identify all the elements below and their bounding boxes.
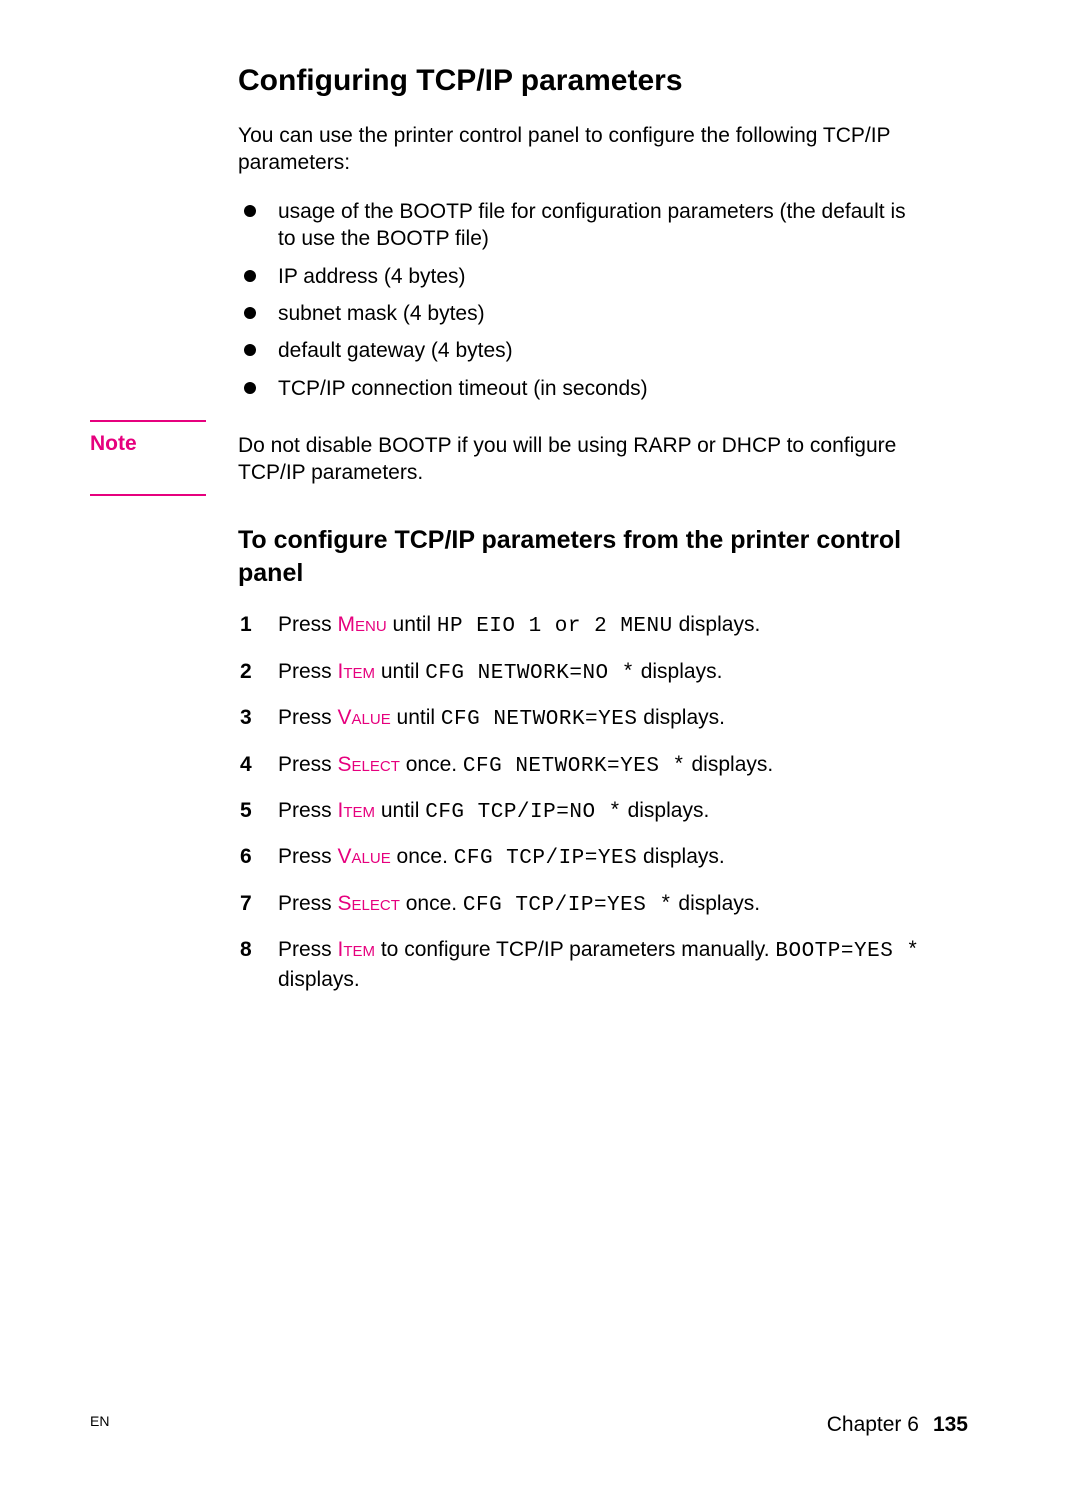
- bullet-item: IP address (4 bytes): [238, 263, 928, 290]
- keyword: Value: [338, 845, 391, 868]
- step-text: once.: [400, 892, 463, 915]
- step-text: displays.: [673, 892, 761, 915]
- keyword: Select: [338, 892, 400, 915]
- step-text: Press: [278, 706, 338, 729]
- step-text: once.: [391, 845, 454, 868]
- keyword: Value: [338, 706, 391, 729]
- keyword: Item: [338, 799, 376, 822]
- display-text: CFG NETWORK=YES: [441, 708, 638, 731]
- step-text: until: [387, 613, 437, 636]
- step-item: Press Select once. CFG TCP/IP=YES * disp…: [238, 890, 928, 920]
- bullet-item: TCP/IP connection timeout (in seconds): [238, 375, 928, 402]
- note-text: Do not disable BOOTP if you will be usin…: [238, 432, 928, 487]
- step-text: displays.: [278, 968, 360, 991]
- step-text: Press: [278, 660, 338, 683]
- display-text: CFG TCP/IP=YES *: [463, 894, 673, 917]
- page-number: 135: [933, 1413, 968, 1436]
- keyword: Item: [338, 938, 376, 961]
- step-text: displays.: [673, 613, 761, 636]
- note-label: Note: [90, 432, 137, 455]
- bullet-item: default gateway (4 bytes): [238, 337, 928, 364]
- step-item: Press Value once. CFG TCP/IP=YES display…: [238, 843, 928, 873]
- footer-left: EN: [90, 1413, 109, 1429]
- step-item: Press Item until CFG NETWORK=NO * displa…: [238, 658, 928, 688]
- step-item: Press Value until CFG NETWORK=YES displa…: [238, 704, 928, 734]
- step-text: Press: [278, 892, 338, 915]
- note-label-column: Note: [90, 420, 210, 496]
- step-text: displays.: [686, 753, 774, 776]
- display-text: CFG TCP/IP=NO *: [425, 801, 622, 824]
- note-block: Note Do not disable BOOTP if you will be…: [238, 432, 928, 487]
- page-footer: EN Chapter 6 135: [90, 1413, 968, 1437]
- note-rule-bottom: [90, 494, 206, 496]
- steps-list: Press Menu until HP EIO 1 or 2 MENU disp…: [238, 611, 928, 994]
- step-text: displays.: [635, 660, 723, 683]
- sub-heading: To configure TCP/IP parameters from the …: [238, 524, 928, 589]
- display-text: CFG NETWORK=NO *: [425, 662, 635, 685]
- step-text: displays.: [637, 706, 725, 729]
- note-rule-top: [90, 420, 206, 422]
- bullet-item: usage of the BOOTP file for configuratio…: [238, 198, 928, 253]
- step-text: Press: [278, 799, 338, 822]
- step-text: Press: [278, 753, 338, 776]
- step-item: Press Item to configure TCP/IP parameter…: [238, 936, 928, 995]
- keyword: Select: [338, 753, 400, 776]
- step-text: Press: [278, 613, 338, 636]
- step-text: once.: [400, 753, 463, 776]
- step-text: displays.: [622, 799, 710, 822]
- step-item: Press Menu until HP EIO 1 or 2 MENU disp…: [238, 611, 928, 641]
- display-text: CFG TCP/IP=YES: [454, 847, 637, 870]
- main-heading: Configuring TCP/IP parameters: [238, 62, 928, 100]
- step-text: Press: [278, 845, 338, 868]
- keyword: Item: [338, 660, 376, 683]
- page-content: Configuring TCP/IP parameters You can us…: [238, 62, 928, 1011]
- bullet-list: usage of the BOOTP file for configuratio…: [238, 198, 928, 402]
- step-text: until: [391, 706, 441, 729]
- display-text: BOOTP=YES *: [775, 940, 919, 963]
- step-text: until: [375, 799, 425, 822]
- step-item: Press Select once. CFG NETWORK=YES * dis…: [238, 751, 928, 781]
- step-item: Press Item until CFG TCP/IP=NO * display…: [238, 797, 928, 827]
- chapter-label: Chapter 6: [827, 1413, 919, 1436]
- display-text: CFG NETWORK=YES *: [463, 755, 686, 778]
- keyword: Menu: [338, 613, 387, 636]
- step-text: displays.: [637, 845, 725, 868]
- bullet-item: subnet mask (4 bytes): [238, 300, 928, 327]
- intro-paragraph: You can use the printer control panel to…: [238, 122, 928, 177]
- step-text: to configure TCP/IP parameters manually.: [375, 938, 775, 961]
- display-text: HP EIO 1 or 2 MENU: [437, 615, 673, 638]
- step-text: Press: [278, 938, 338, 961]
- step-text: until: [375, 660, 425, 683]
- footer-right: Chapter 6 135: [827, 1413, 968, 1437]
